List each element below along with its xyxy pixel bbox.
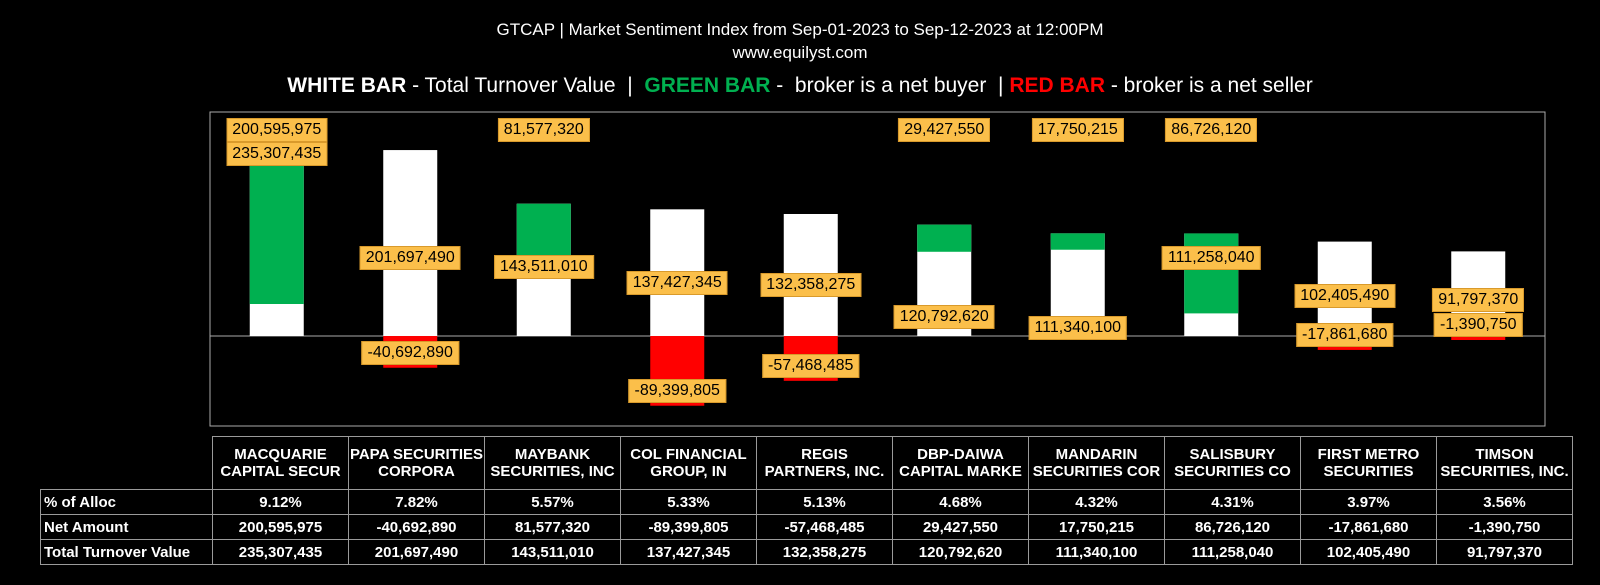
alloc-cell: 3.97% xyxy=(1300,489,1437,515)
turnover-label: 102,405,490 xyxy=(1294,284,1396,309)
broker-header-row: MACQUARIE CAPITAL SECUR PAPA SECURITIES C… xyxy=(41,436,1573,490)
turnover-cell: 111,340,100 xyxy=(1028,539,1165,565)
turnover-label: 201,697,490 xyxy=(359,245,461,270)
turnover-cell: 201,697,490 xyxy=(348,539,485,565)
net-amount-cell: -89,399,805 xyxy=(620,514,757,540)
broker-name-cell: DBP-DAIWA CAPITAL MARKE xyxy=(892,436,1029,490)
turnover-label: 235,307,435 xyxy=(226,142,328,167)
broker-name-cell: SALISBURY SECURITIES CO xyxy=(1164,436,1301,490)
broker-name-cell: MANDARIN SECURITIES COR xyxy=(1028,436,1165,490)
table-corner xyxy=(41,437,213,490)
legend-red-key: RED BAR xyxy=(1009,74,1105,97)
alloc-cell: 5.33% xyxy=(620,489,757,515)
legend-green-text: - broker is a net buyer | xyxy=(770,74,1010,97)
broker-name-cell: PAPA SECURITIES CORPORA xyxy=(348,436,485,490)
net-amount-cell: 200,595,975 xyxy=(212,514,349,540)
legend-white-text: - Total Turnover Value | xyxy=(406,74,645,97)
alloc-row-label: % of Alloc xyxy=(40,489,213,515)
net-amount-cell: -40,692,890 xyxy=(348,514,485,540)
broker-name-cell: MAYBANK SECURITIES, INC xyxy=(484,436,621,490)
turnover-label: 111,340,100 xyxy=(1028,316,1128,341)
net-amount-label: -89,399,805 xyxy=(628,378,726,403)
legend: WHITE BAR - Total Turnover Value | GREEN… xyxy=(0,74,1600,98)
net-amount-label: -1,390,750 xyxy=(1433,313,1523,337)
turnover-cell: 137,427,345 xyxy=(620,539,757,565)
net-amount-label: 81,577,320 xyxy=(497,118,590,142)
net-amount-label: 200,595,975 xyxy=(226,118,328,142)
turnover-cell: 91,797,370 xyxy=(1436,539,1573,565)
net-amount-label: -17,861,680 xyxy=(1296,322,1394,347)
turnover-label: 91,797,370 xyxy=(1432,288,1525,313)
turnover-row: Total Turnover Value 235,307,435 201,697,… xyxy=(40,539,1573,565)
turnover-cell: 111,258,040 xyxy=(1164,539,1301,565)
alloc-cell: 7.82% xyxy=(348,489,485,515)
turnover-label: 111,258,040 xyxy=(1161,246,1261,271)
legend-white-key: WHITE BAR xyxy=(287,74,407,97)
net-amount-row: Net Amount 200,595,975 -40,692,890 81,577,… xyxy=(40,514,1573,540)
alloc-cell: 4.31% xyxy=(1164,489,1301,515)
net-amount-label: -57,468,485 xyxy=(762,353,860,378)
broker-name-cell: MACQUARIE CAPITAL SECUR xyxy=(212,436,349,490)
net-amount-cell: 86,726,120 xyxy=(1164,514,1301,540)
data-table: MACQUARIE CAPITAL SECUR PAPA SECURITIES C… xyxy=(40,436,1573,565)
turnover-label: 137,427,345 xyxy=(626,270,728,295)
net-amount-cell: 29,427,550 xyxy=(892,514,1029,540)
broker-name-cell: FIRST METRO SECURITIES xyxy=(1300,436,1437,490)
net-buyer-bar xyxy=(917,224,972,252)
alloc-cell: 5.57% xyxy=(484,489,621,515)
website-subtitle: www.equilyst.com xyxy=(732,43,868,62)
turnover-label: 120,792,620 xyxy=(893,305,995,330)
net-amount-cell: -57,468,485 xyxy=(756,514,893,540)
net-amount-cell: 81,577,320 xyxy=(484,514,621,540)
net-amount-label: 29,427,550 xyxy=(898,118,991,142)
turnover-bar xyxy=(383,150,438,336)
turnover-label: 132,358,275 xyxy=(760,272,862,297)
net-seller-bar xyxy=(1451,336,1506,340)
turnover-row-label: Total Turnover Value xyxy=(40,539,213,565)
net-amount-cell: -17,861,680 xyxy=(1300,514,1437,540)
net-buyer-bar xyxy=(1050,233,1105,250)
broker-name-cell: REGIS PARTNERS, INC. xyxy=(756,436,893,490)
net-amount-label: 17,750,215 xyxy=(1031,118,1124,142)
plot-frame xyxy=(209,111,1546,427)
alloc-cell: 4.32% xyxy=(1028,489,1165,515)
turnover-cell: 132,358,275 xyxy=(756,539,893,565)
legend-green-key: GREEN BAR xyxy=(644,74,771,97)
turnover-cell: 235,307,435 xyxy=(212,539,349,565)
turnover-cell: 120,792,620 xyxy=(892,539,1029,565)
broker-name-cell: TIMSON SECURITIES, INC. xyxy=(1436,436,1573,490)
net-amount-row-label: Net Amount xyxy=(40,514,213,540)
turnover-label: 143,511,010 xyxy=(493,254,594,279)
net-amount-label: -40,692,890 xyxy=(361,340,459,365)
net-amount-cell: 17,750,215 xyxy=(1028,514,1165,540)
chart-title: GTCAP | Market Sentiment Index from Sep-… xyxy=(496,20,1104,39)
net-amount-label: 86,726,120 xyxy=(1165,118,1258,142)
legend-red-text: - broker is a net seller xyxy=(1104,74,1313,97)
broker-name-cell: COL FINANCIAL GROUP, IN xyxy=(620,436,757,490)
alloc-cell: 4.68% xyxy=(892,489,1029,515)
alloc-cell: 9.12% xyxy=(212,489,349,515)
alloc-cell: 3.56% xyxy=(1436,489,1573,515)
turnover-cell: 102,405,490 xyxy=(1300,539,1437,565)
alloc-row: % of Alloc 9.12% 7.82% 5.57% 5.33% 5.13% 4.68… xyxy=(40,489,1573,515)
alloc-cell: 5.13% xyxy=(756,489,893,515)
turnover-cell: 143,511,010 xyxy=(484,539,621,565)
net-amount-cell: -1,390,750 xyxy=(1436,514,1573,540)
